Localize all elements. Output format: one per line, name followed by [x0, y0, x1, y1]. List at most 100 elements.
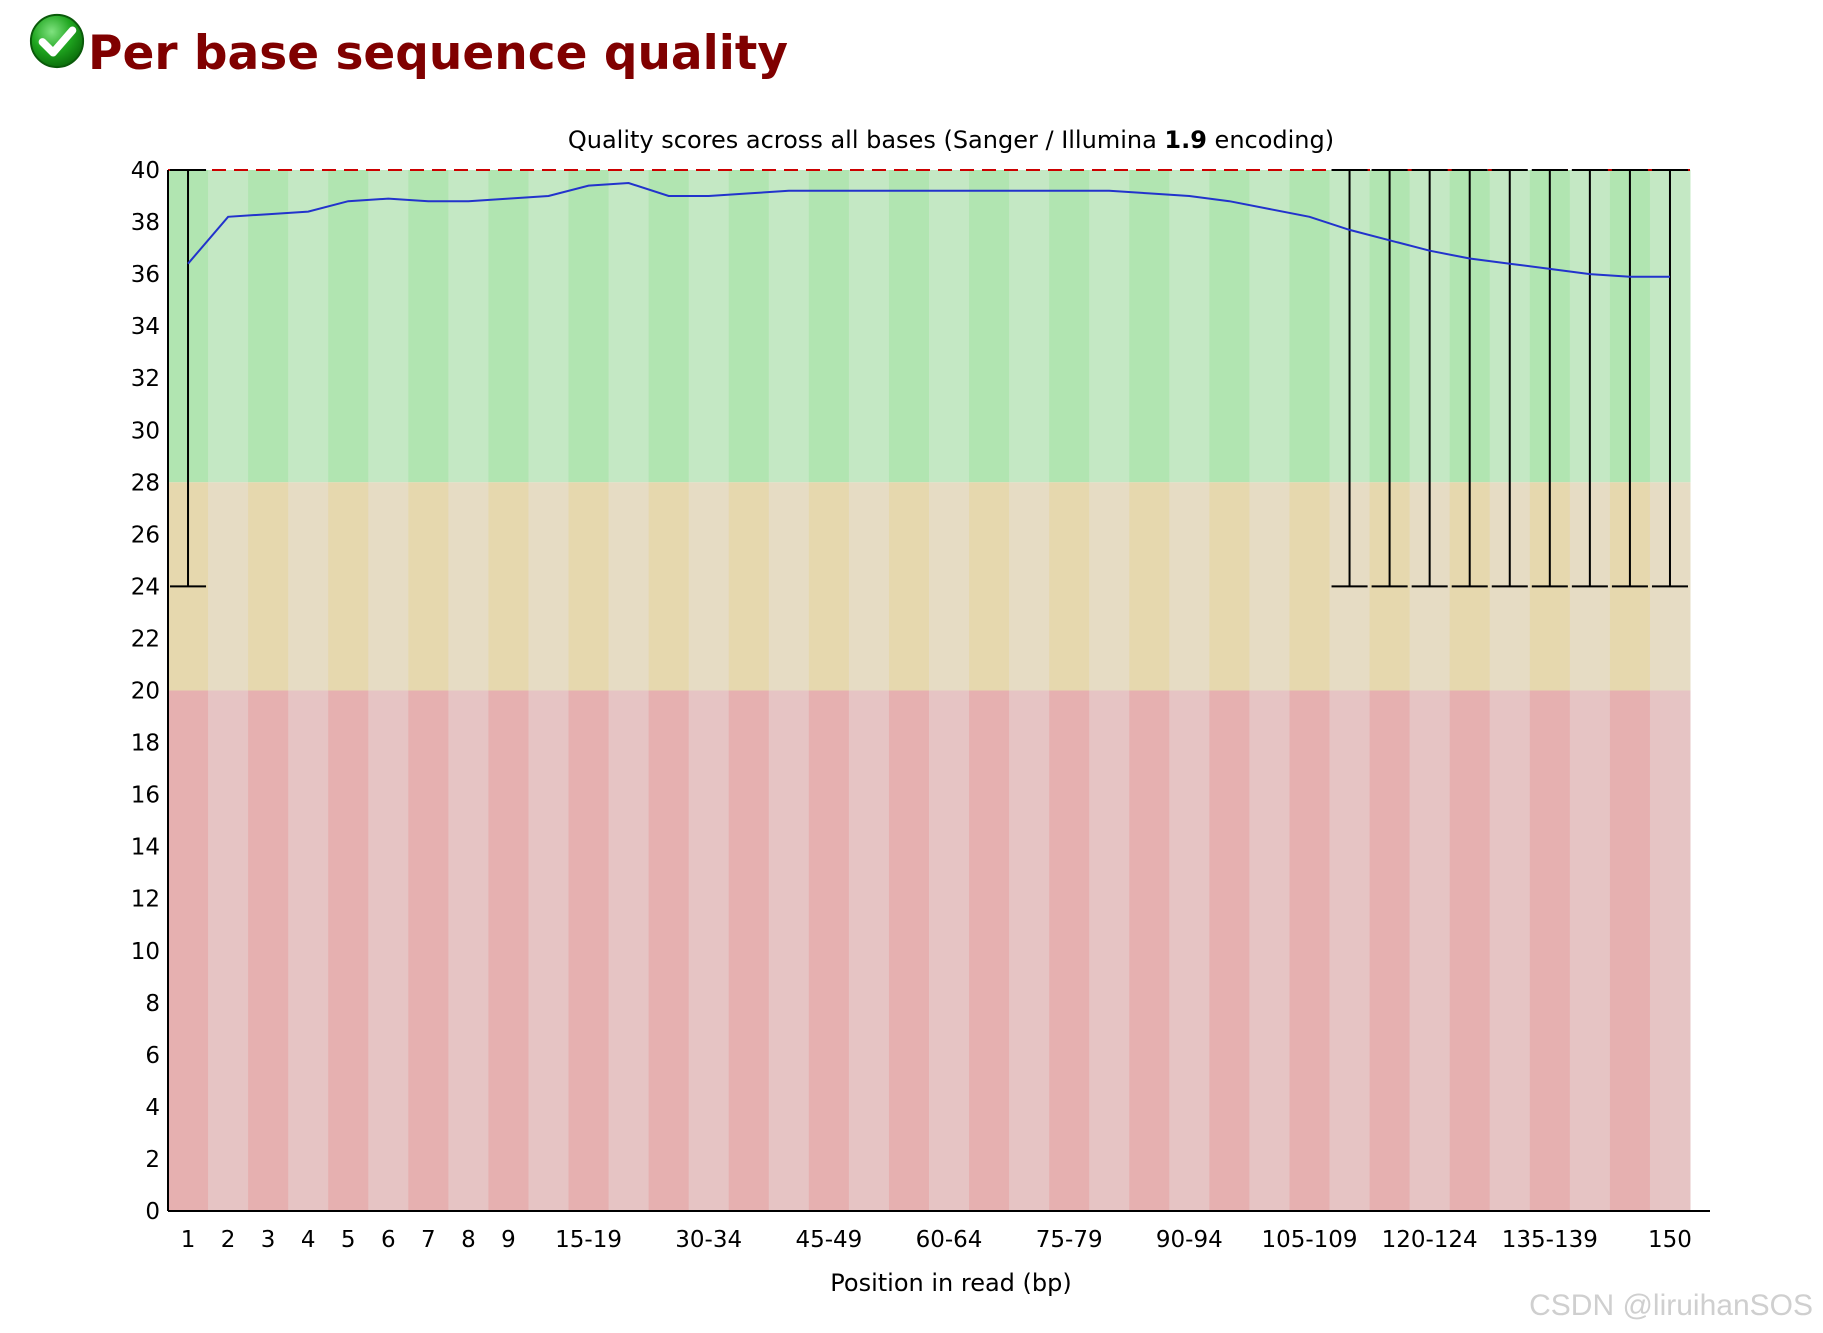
y-tick-label: 24 — [131, 574, 160, 600]
zone-band-warning — [1249, 482, 1290, 691]
y-tick-label: 14 — [131, 835, 160, 861]
zone-band-good — [208, 170, 249, 483]
zone-band-bad — [1289, 690, 1331, 1211]
zone-band-bad — [688, 690, 730, 1211]
zone-band-good — [848, 170, 890, 483]
zone-band-bad — [728, 690, 770, 1211]
zone-band-good — [1249, 170, 1290, 483]
zone-band-good — [488, 170, 529, 483]
zone-band-bad — [448, 690, 489, 1211]
zone-band-bad — [248, 690, 289, 1211]
zone-band-good — [648, 170, 690, 483]
x-tick-label: 1 — [181, 1227, 196, 1253]
y-tick-label: 28 — [131, 470, 160, 496]
y-tick-label: 8 — [145, 991, 160, 1017]
whisker-130-134 — [1491, 169, 1528, 588]
zone-band-bad — [1169, 690, 1210, 1211]
x-axis-label: Position in read (bp) — [830, 1269, 1071, 1297]
zone-band-bad — [648, 690, 690, 1211]
zone-band-bad — [1089, 690, 1130, 1211]
zone-band-good — [1209, 170, 1250, 483]
zone-band-good — [929, 170, 970, 483]
x-tick-label: 2 — [221, 1227, 236, 1253]
zone-band-good — [1009, 170, 1050, 483]
whisker-150 — [1651, 169, 1688, 588]
zone-band-warning — [808, 482, 850, 691]
zone-band-warning — [288, 482, 329, 691]
x-tick-label: 150 — [1648, 1227, 1692, 1253]
y-tick-label: 10 — [131, 939, 160, 965]
chart-title: Quality scores across all bases (Sanger … — [568, 126, 1334, 154]
zone-band-good — [969, 170, 1010, 483]
x-tick-label: 45-49 — [795, 1227, 862, 1253]
zone-band-warning — [608, 482, 650, 691]
zone-band-good — [608, 170, 650, 483]
zone-band-bad — [1009, 690, 1050, 1211]
zone-band-bad — [1409, 690, 1451, 1211]
zone-band-good — [408, 170, 449, 483]
zone-band-good — [728, 170, 770, 483]
zone-band-bad — [1209, 690, 1250, 1211]
zone-band-bad — [488, 690, 529, 1211]
x-tick-label: 90-94 — [1156, 1227, 1223, 1253]
report-title: Per base sequence quality — [88, 25, 788, 81]
y-tick-label: 32 — [131, 366, 160, 392]
zone-band-good — [1089, 170, 1130, 483]
x-tick-label: 4 — [301, 1227, 316, 1253]
zone-band-bad — [528, 690, 570, 1211]
zone-band-warning — [929, 482, 970, 691]
whisker-110-114 — [1331, 169, 1368, 588]
y-tick-label: 38 — [131, 210, 160, 236]
zone-band-good — [328, 170, 369, 483]
zone-band-warning — [248, 482, 289, 691]
x-tick-label: 120-124 — [1382, 1227, 1478, 1253]
zone-band-bad — [1369, 690, 1411, 1211]
y-tick-label: 2 — [145, 1147, 160, 1173]
zone-band-warning — [648, 482, 690, 691]
quality-zone-bands — [168, 170, 1691, 1211]
zone-band-warning — [1089, 482, 1130, 691]
zone-band-warning — [528, 482, 570, 691]
zone-band-warning — [328, 482, 369, 691]
zone-band-good — [768, 170, 810, 483]
zone-band-good — [888, 170, 930, 483]
zone-band-good — [1129, 170, 1170, 483]
zone-band-bad — [1049, 690, 1090, 1211]
y-tick-label: 6 — [145, 1043, 160, 1069]
y-tick-label: 12 — [131, 887, 160, 913]
y-tick-label: 34 — [131, 314, 160, 340]
y-tick-label: 16 — [131, 783, 160, 809]
y-tick-label: 40 — [131, 158, 160, 184]
x-tick-label: 105-109 — [1261, 1227, 1357, 1253]
zone-band-bad — [1329, 690, 1371, 1211]
zone-band-bad — [1449, 690, 1491, 1211]
zone-band-warning — [1169, 482, 1210, 691]
zone-band-good — [568, 170, 610, 483]
whisker-145-149 — [1611, 169, 1648, 588]
zone-band-warning — [688, 482, 730, 691]
zone-band-good — [448, 170, 489, 483]
mean-quality-line — [187, 181, 1670, 278]
y-tick-label: 36 — [131, 262, 160, 288]
zone-band-bad — [1569, 690, 1611, 1211]
report-header: Per base sequence quality — [28, 13, 788, 84]
x-tick-label: 75-79 — [1036, 1227, 1103, 1253]
zone-band-good — [288, 170, 329, 483]
whisker-group — [170, 169, 1688, 588]
zone-band-bad — [568, 690, 610, 1211]
zone-band-bad — [888, 690, 930, 1211]
y-tick-label: 20 — [131, 679, 160, 705]
zone-band-bad — [1529, 690, 1571, 1211]
y-tick-label: 0 — [145, 1199, 160, 1225]
x-tick-label: 8 — [461, 1227, 476, 1253]
zone-band-warning — [488, 482, 529, 691]
chart-axes — [167, 170, 1710, 1212]
zone-band-bad — [608, 690, 650, 1211]
zone-band-good — [1049, 170, 1090, 483]
zone-band-warning — [368, 482, 409, 691]
y-tick-label: 22 — [131, 626, 160, 652]
zone-band-bad — [208, 690, 249, 1211]
whisker-140-144 — [1571, 169, 1608, 588]
y-tick-label: 4 — [145, 1095, 160, 1121]
